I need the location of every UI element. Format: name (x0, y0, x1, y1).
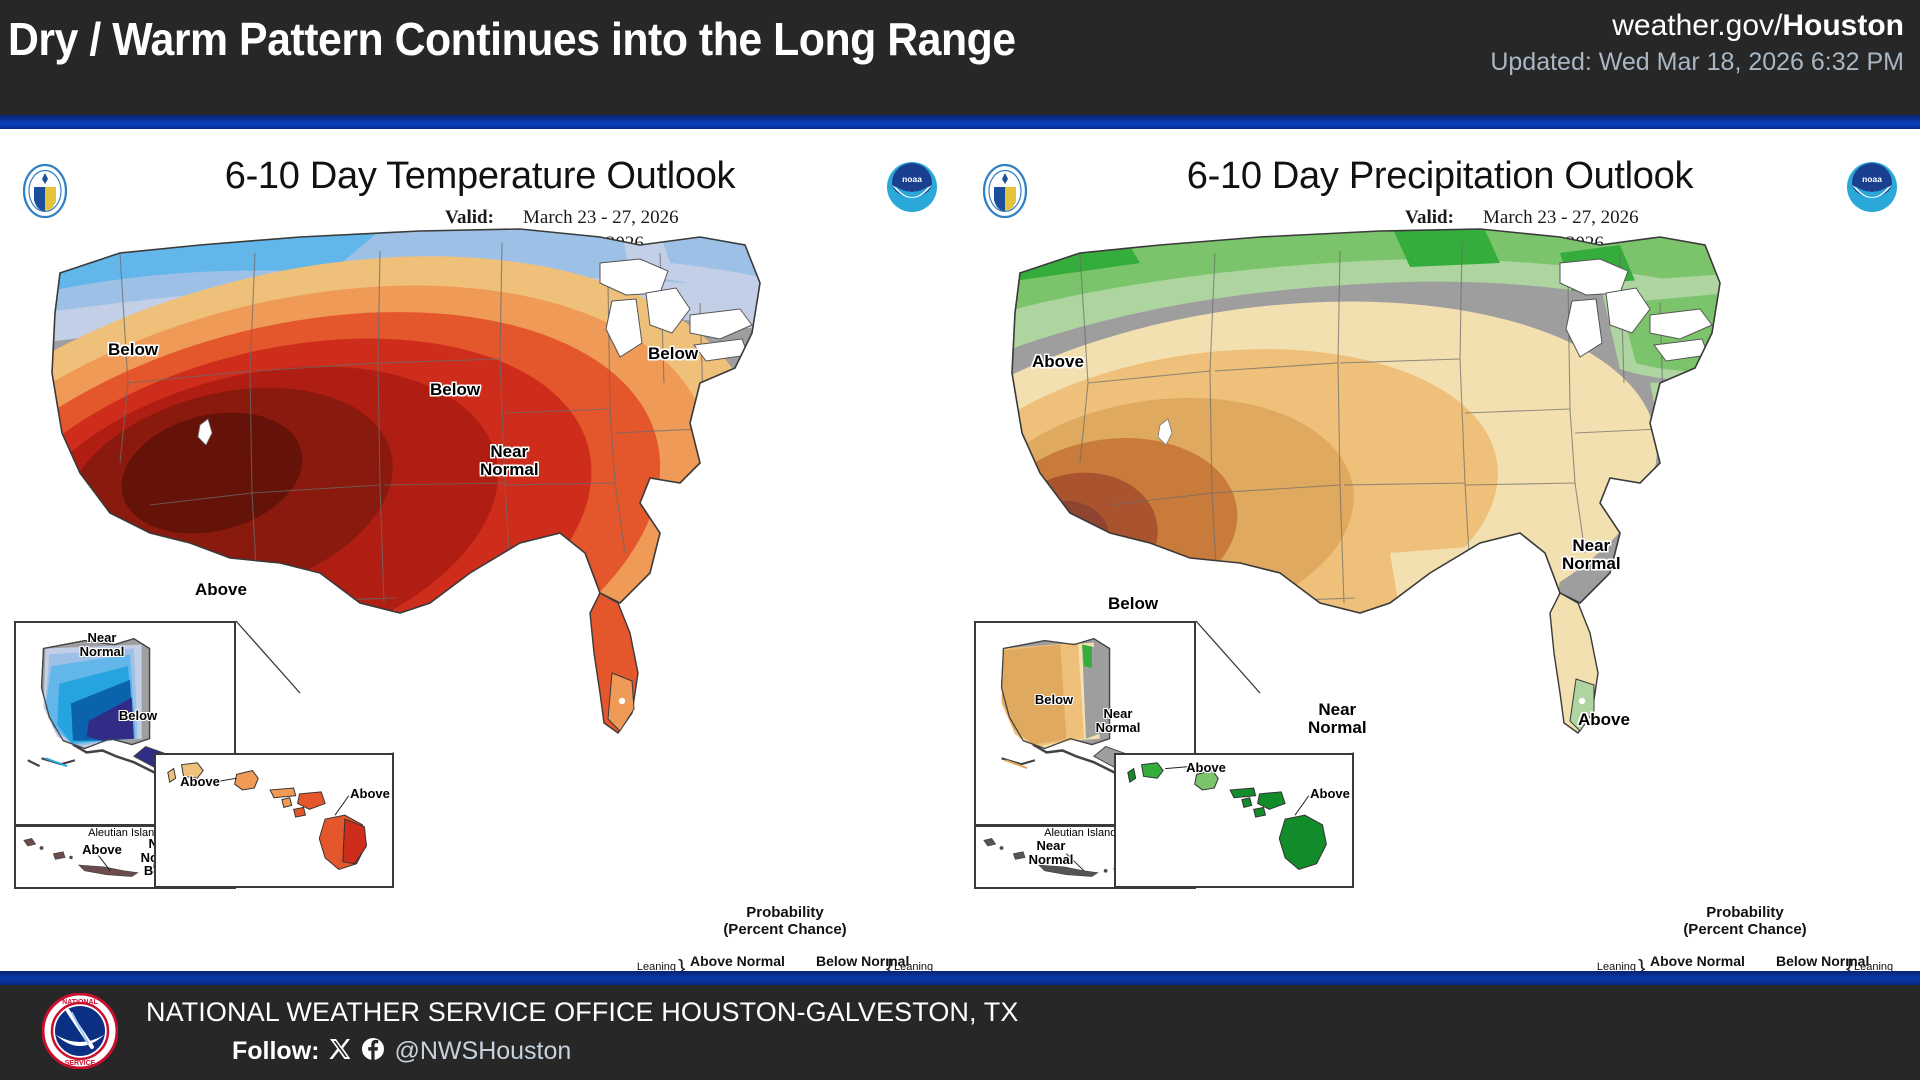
legend-title-line2: (Percent Chance) (1683, 920, 1807, 938)
footer-office-name: NATIONAL WEATHER SERVICE OFFICE HOUSTON-… (146, 997, 1019, 1027)
legend-brace-leaning-below: { (886, 954, 894, 980)
valid-label: Valid: (1405, 207, 1454, 228)
legend-below-header: Below Normal (816, 952, 910, 969)
updated-timestamp: Updated: Wed Mar 18, 2026 6:32 PM (1490, 48, 1904, 77)
svg-text:SERVICE: SERVICE (65, 1060, 96, 1067)
weather-gov-link[interactable]: weather.gov/Houston (1490, 8, 1904, 43)
legend-brace-leaning-above: } (1638, 954, 1646, 980)
conus-precipitation-map (960, 133, 1920, 971)
site-office: Houston (1782, 9, 1904, 42)
conus-temperature-map (0, 133, 960, 971)
legend-title-line1: Probability (1706, 904, 1784, 921)
header-meta: weather.gov/Houston Updated: Wed Mar 18,… (1490, 8, 1904, 77)
hawaii-inset-temperature: Above Above (154, 753, 394, 888)
legend-brace-leaning-above: } (678, 954, 686, 980)
svg-text:noaa: noaa (1862, 174, 1882, 184)
legend-above-header: Above Normal (1650, 952, 1745, 969)
nws-seal-icon: NATIONAL SERVICE (42, 993, 118, 1069)
site-prefix: weather.gov/ (1612, 9, 1783, 42)
legend-above-header: Above Normal (690, 952, 785, 969)
hawaii-inset-precipitation: Above Above (1114, 753, 1354, 888)
precipitation-outlook-panel: noaa 6-10 Day Precipitation Outlook Vali… (960, 133, 1920, 1056)
follow-label: Follow: (232, 1037, 320, 1065)
facebook-icon[interactable] (361, 1037, 385, 1066)
footer-follow-row: Follow: @NWSHouston (232, 1037, 571, 1066)
valid-value: March 23 - 27, 2026 (523, 207, 679, 228)
legend-below-header: Below Normal (1776, 952, 1870, 969)
page-header: Dry / Warm Pattern Continues into the Lo… (0, 0, 1920, 115)
noaa-department-of-commerce-seal-icon (22, 163, 68, 219)
noaa-logo-icon: noaa (1846, 161, 1898, 213)
temperature-outlook-panel: noaa 6-10 Day Temperature Outlook Valid:… (0, 133, 960, 1056)
legend-title-line2: (Percent Chance) (723, 920, 847, 938)
svg-text:NATIONAL: NATIONAL (62, 999, 98, 1006)
legend-brace-leaning-below: { (1846, 954, 1854, 980)
page-footer: NATIONAL SERVICE NATIONAL WEATHER SERVIC… (0, 985, 1920, 1080)
header-accent-bar (0, 115, 1920, 131)
map-title: 6-10 Day Temperature Outlook (224, 155, 736, 197)
page-title: Dry / Warm Pattern Continues into the Lo… (8, 13, 1016, 65)
social-handle[interactable]: @NWSHouston (394, 1037, 572, 1065)
map-title: 6-10 Day Precipitation Outlook (1186, 155, 1694, 197)
valid-value: March 23 - 27, 2026 (1483, 207, 1639, 228)
legend-title-line1: Probability (746, 904, 824, 921)
footer-accent-bar (0, 971, 1920, 985)
outlook-maps-area: noaa 6-10 Day Temperature Outlook Valid:… (0, 133, 1920, 1056)
noaa-logo-icon: noaa (886, 161, 938, 213)
x-twitter-icon[interactable] (328, 1037, 352, 1066)
svg-text:noaa: noaa (902, 174, 922, 184)
noaa-department-of-commerce-seal-icon (982, 163, 1028, 219)
valid-label: Valid: (445, 207, 494, 228)
